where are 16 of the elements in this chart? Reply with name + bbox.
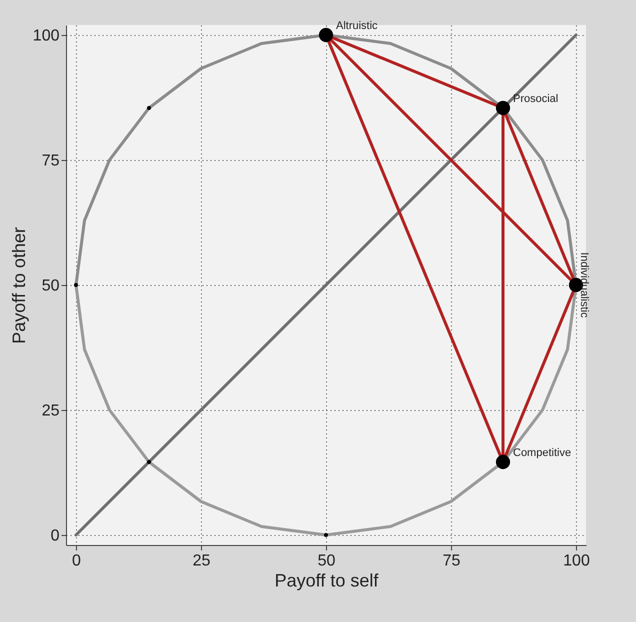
annotation: Individualistic [578, 252, 590, 318]
x-axis-title: Payoff to self [274, 570, 380, 590]
x-tick-label: 50 [318, 552, 336, 570]
y-tick-label: 25 [42, 402, 60, 420]
y-tick-label: 100 [32, 28, 60, 44]
y-tick-label: 75 [42, 152, 60, 170]
y-axis-title: Payoff to other [8, 227, 29, 344]
y-tick-label: 50 [42, 278, 60, 294]
x-tick-label: 100 [563, 552, 590, 570]
y-tick-label: 0 [50, 528, 60, 544]
x-tick-label: 0 [72, 552, 82, 570]
annotation: Altruistic [336, 20, 378, 32]
annotation: Competitive [513, 447, 572, 459]
x-tick-label: 75 [442, 552, 460, 570]
annotation: Prosocial [513, 93, 558, 105]
x-tick-label: 25 [192, 552, 210, 570]
